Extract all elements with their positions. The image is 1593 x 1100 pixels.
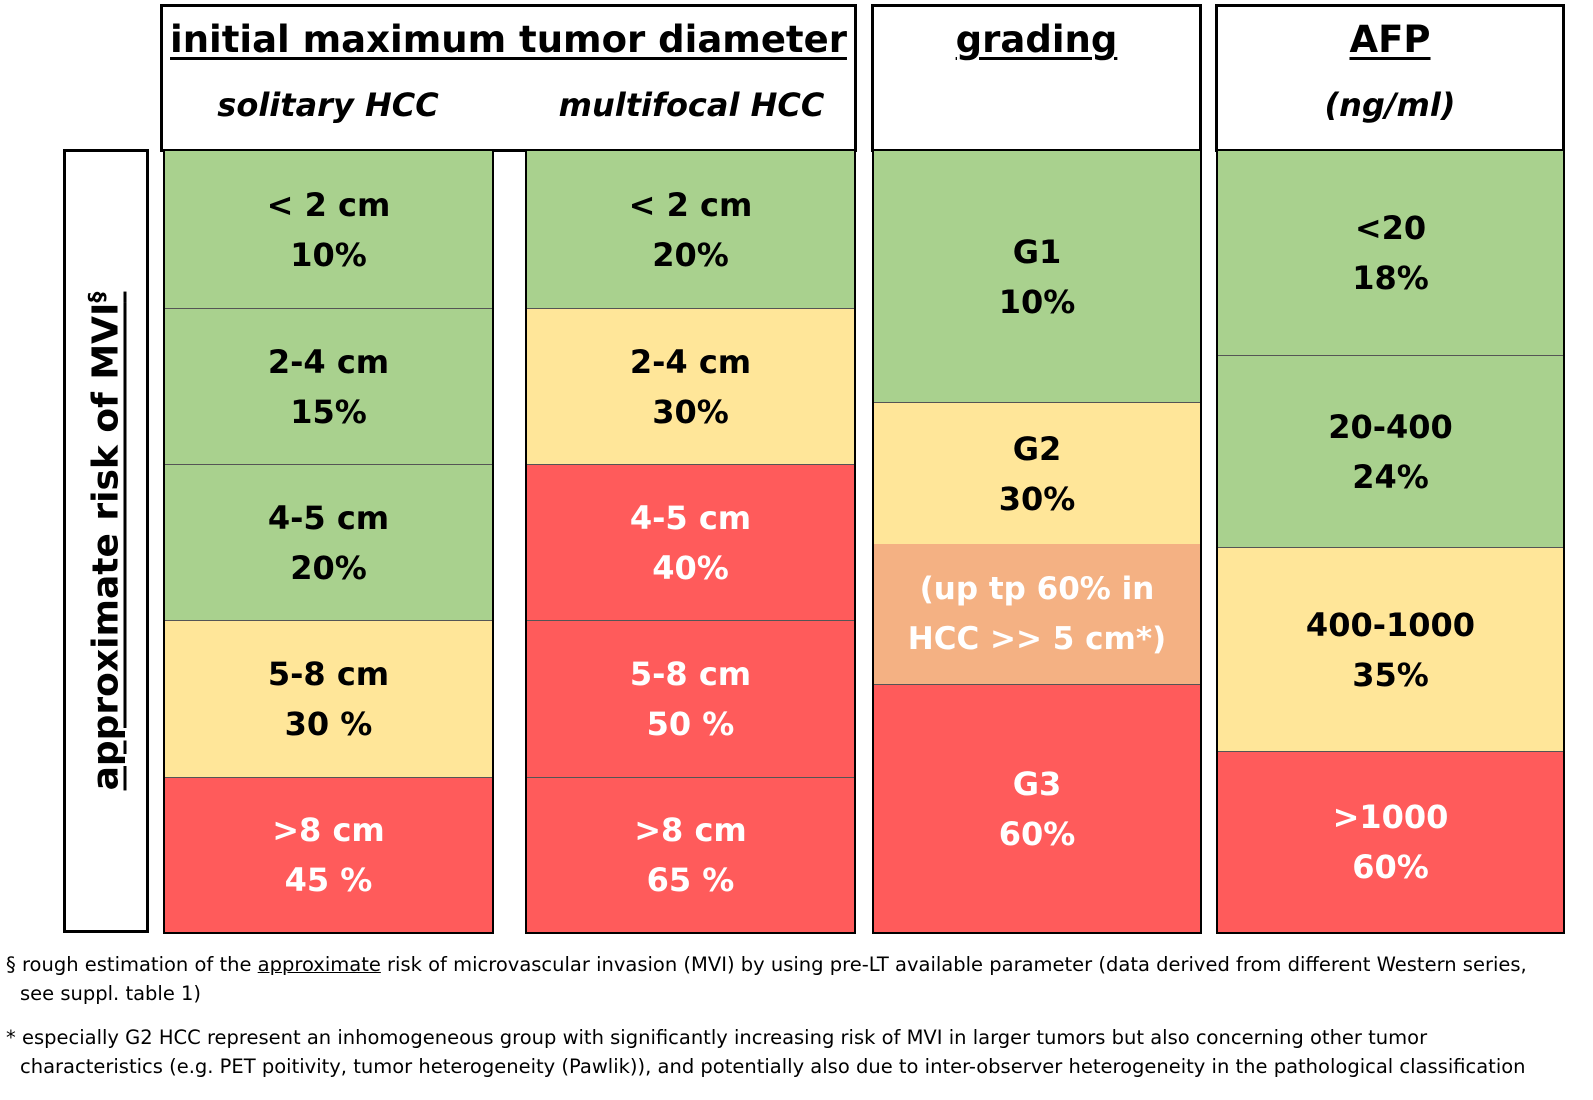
grading-header-frame: [871, 4, 1202, 152]
multifocal-cell: >8 cm 65 %: [527, 777, 854, 932]
section-marker: §: [85, 291, 111, 303]
grading-note-cell: (up tp 60% in HCC >> 5 cm*): [874, 544, 1200, 684]
cell-range: 2-4 cm: [267, 342, 390, 381]
cell-risk: 45 %: [284, 861, 373, 899]
afp-cell: 400-1000 35%: [1218, 547, 1563, 751]
solitary-subtitle: solitary HCC: [217, 86, 439, 124]
solitary-cell: 5-8 cm 30 %: [165, 620, 492, 777]
diameter-title: initial maximum tumor diameter: [170, 18, 847, 61]
footnote-marker: §: [6, 953, 16, 976]
y-axis-label: approximate risk of MVI§: [85, 291, 127, 791]
grading-cell: G1 10%: [874, 151, 1200, 402]
cell-range: < 2 cm: [628, 185, 753, 224]
cell-risk: 60%: [1352, 848, 1429, 886]
afp-column: <20 18% 20-400 24% 400-1000 35% >1000 60%: [1216, 149, 1565, 934]
afp-unit: (ng/ml): [1324, 86, 1456, 124]
cell-risk: 30 %: [284, 705, 373, 743]
cell-risk: 20%: [652, 235, 729, 274]
footnote-text-underlined: approximate: [257, 953, 381, 976]
solitary-cell: 4-5 cm 20%: [165, 464, 492, 620]
cell-risk: HCC >> 5 cm*): [907, 621, 1167, 657]
diameter-header-frame: [160, 4, 857, 152]
cell-range: >1000: [1332, 798, 1449, 836]
solitary-cell: < 2 cm 10%: [165, 151, 492, 308]
cell-range: 5-8 cm: [629, 655, 752, 693]
grading-cell: G2 30%: [874, 402, 1200, 544]
solitary-cell: 2-4 cm 15%: [165, 308, 492, 464]
cell-risk: 65 %: [646, 861, 735, 899]
grading-title: grading: [955, 18, 1118, 61]
grading-cell: G3 60%: [874, 684, 1200, 932]
cell-range: 400-1000: [1305, 605, 1476, 644]
afp-cell: <20 18%: [1218, 151, 1563, 355]
cell-risk: 10%: [998, 282, 1076, 321]
cell-range: 4-5 cm: [629, 498, 752, 537]
cell-risk: 35%: [1352, 655, 1429, 694]
y-axis-label-box: approximate risk of MVI§: [63, 149, 149, 933]
cell-range: >8 cm: [272, 811, 385, 849]
cell-risk: 30%: [998, 479, 1076, 518]
footnote-section: § rough estimation of the approximate ri…: [6, 950, 1527, 979]
grading-column: G1 10% G2 30% (up tp 60% in HCC >> 5 cm*) G…: [872, 149, 1202, 934]
afp-title: AFP: [1349, 18, 1431, 61]
multifocal-cell: 2-4 cm 30%: [527, 308, 854, 464]
cell-risk: 15%: [290, 392, 367, 431]
cell-range: 20-400: [1328, 407, 1453, 446]
multifocal-subtitle: multifocal HCC: [558, 86, 825, 124]
cell-range: 2-4 cm: [629, 342, 752, 381]
footnote-asterisk-line1: * especially G2 HCC represent an inhomog…: [6, 1026, 1428, 1049]
footnote-section-line2: see suppl. table 1): [20, 982, 202, 1005]
cell-risk: 30%: [652, 392, 729, 431]
footnote-asterisk-line2: characteristics (e.g. PET poitivity, tum…: [20, 1055, 1526, 1078]
cell-range: >8 cm: [634, 811, 747, 849]
multifocal-cell: < 2 cm 20%: [527, 151, 854, 308]
cell-risk: 50 %: [646, 705, 735, 743]
multifocal-column: < 2 cm 20% 2-4 cm 30% 4-5 cm 40% 5-8 cm 50 %…: [525, 149, 856, 934]
multifocal-cell: 4-5 cm 40%: [527, 464, 854, 620]
cell-range: G3: [1012, 764, 1062, 803]
cell-range: G1: [1012, 232, 1062, 271]
cell-range: <20: [1354, 209, 1427, 247]
cell-range: G2: [1012, 429, 1062, 468]
cell-risk: 10%: [290, 235, 367, 274]
cell-risk: 40%: [652, 548, 729, 587]
footnote-text-post: risk of microvascular invasion (MVI) by …: [380, 953, 1527, 976]
solitary-column: < 2 cm 10% 2-4 cm 15% 4-5 cm 20% 5-8 cm 30 %…: [163, 149, 494, 934]
cell-range: (up tp 60% in: [919, 571, 1155, 607]
afp-cell: >1000 60%: [1218, 751, 1563, 932]
cell-risk: 60%: [998, 814, 1076, 853]
cell-risk: 24%: [1352, 457, 1429, 496]
afp-cell: 20-400 24%: [1218, 355, 1563, 547]
multifocal-cell: 5-8 cm 50 %: [527, 620, 854, 777]
cell-range: 5-8 cm: [267, 655, 390, 693]
footnote-text-pre: rough estimation of the: [15, 953, 258, 976]
cell-range: 4-5 cm: [267, 498, 390, 537]
cell-risk: 18%: [1352, 259, 1429, 297]
cell-risk: 20%: [290, 548, 367, 587]
cell-range: < 2 cm: [266, 185, 391, 224]
solitary-cell: >8 cm 45 %: [165, 777, 492, 932]
